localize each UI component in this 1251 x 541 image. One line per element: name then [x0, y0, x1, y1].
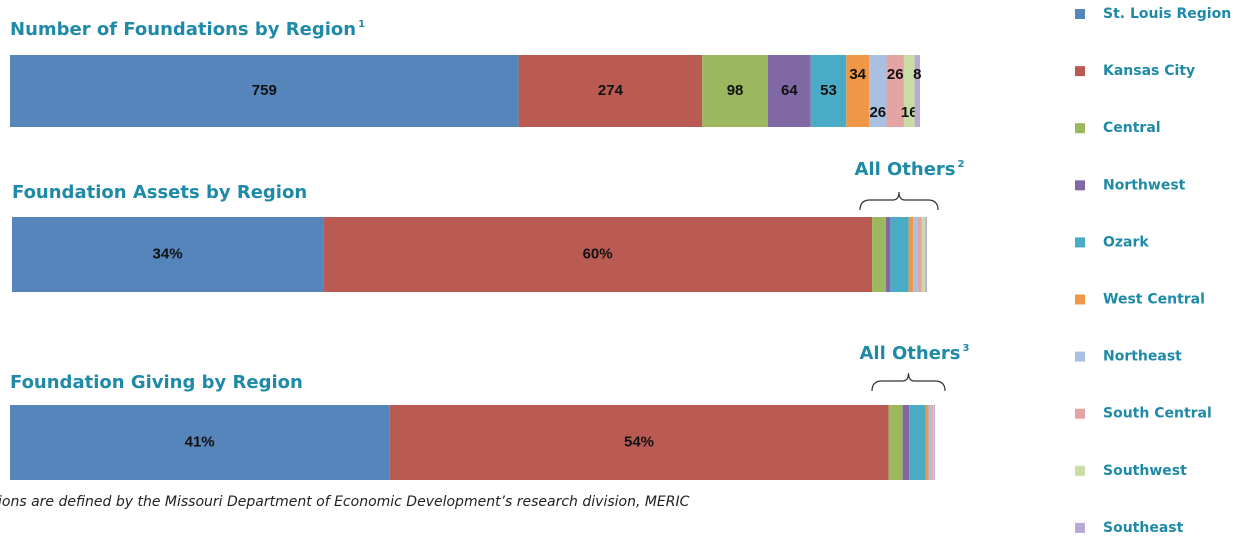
- data-label: 16: [901, 104, 918, 121]
- legend-swatch: [1075, 123, 1085, 134]
- bar-segment: [902, 405, 910, 480]
- bar-segment: [869, 55, 887, 127]
- data-label: 759: [252, 82, 277, 99]
- bar-segment: [909, 405, 926, 480]
- data-label: 34: [849, 66, 866, 83]
- bracket: [871, 372, 946, 392]
- bracket: [859, 191, 939, 211]
- bar-segment: [702, 55, 768, 127]
- legend-label: Northwest: [1103, 177, 1186, 193]
- data-label: 26: [869, 104, 886, 121]
- annotation: All Others: [859, 343, 960, 364]
- bar-segment: [890, 217, 909, 292]
- legend-label: Ozark: [1103, 234, 1149, 250]
- bar-segment: [908, 217, 914, 292]
- bar-segment: [925, 405, 929, 480]
- data-label: 98: [727, 82, 744, 99]
- bar-segment: [933, 405, 935, 480]
- chart-title: Number of Foundations by Region: [10, 19, 356, 40]
- data-label: 274: [598, 82, 624, 99]
- legend-swatch: [1075, 9, 1085, 19]
- bar-segment: [518, 55, 703, 127]
- bar-segment: [872, 217, 886, 292]
- legend-swatch: [1075, 237, 1085, 248]
- annotation: All Others: [854, 159, 955, 180]
- bar-segment: [925, 217, 927, 292]
- bar-segment: [917, 217, 922, 292]
- bar-segment: [921, 217, 926, 292]
- legend-swatch: [1075, 465, 1085, 476]
- legend-label: Northeast: [1103, 349, 1182, 365]
- bar-segment: [928, 405, 932, 480]
- legend-label: Central: [1103, 120, 1161, 136]
- annotation-note: 3: [963, 343, 970, 354]
- legend-swatch: [1075, 522, 1085, 533]
- legend-swatch: [1075, 180, 1085, 191]
- data-label: 60%: [583, 245, 613, 262]
- title-note: 1: [358, 19, 365, 30]
- bar-segment: [10, 405, 390, 480]
- bar-segment: [885, 217, 891, 292]
- data-label: 64: [781, 82, 798, 99]
- bar-segment: [934, 405, 935, 480]
- legend-swatch: [1075, 408, 1085, 419]
- legend-swatch: [1075, 66, 1085, 77]
- bar-segment: [914, 55, 920, 127]
- bar-segment: [323, 217, 873, 292]
- legend-label: Southwest: [1103, 463, 1187, 479]
- bar-segment: [12, 217, 324, 292]
- bar-segment: [888, 405, 903, 480]
- legend-label: Kansas City: [1103, 63, 1195, 79]
- bar-segment: [886, 55, 904, 127]
- bar-segment: [10, 55, 519, 127]
- legend-swatch: [1075, 294, 1085, 305]
- legend-label: Southeast: [1103, 520, 1184, 536]
- legend-label: St. Louis Region: [1103, 6, 1231, 22]
- data-label: 53: [820, 82, 837, 99]
- bar-segment: [810, 55, 847, 127]
- bar-segment: [846, 55, 870, 127]
- annotation-note: 2: [958, 159, 965, 170]
- data-label: 54%: [624, 433, 654, 450]
- bar-segment: [913, 217, 918, 292]
- footnote: ions are defined by the Missouri Departm…: [0, 494, 690, 510]
- legend-label: South Central: [1103, 406, 1212, 422]
- data-label: 34%: [153, 245, 183, 262]
- chart-title: Foundation Assets by Region: [12, 182, 307, 203]
- bar-segment: [931, 405, 934, 480]
- data-label: 26: [887, 66, 904, 83]
- bar-segment: [903, 55, 915, 127]
- bar-segment: [767, 55, 811, 127]
- bar-segment: [389, 405, 889, 480]
- data-label: 8: [913, 66, 921, 83]
- legend-label: West Central: [1103, 292, 1205, 308]
- chart-title: Foundation Giving by Region: [10, 372, 303, 393]
- data-label: 41%: [185, 433, 215, 450]
- legend-swatch: [1075, 351, 1085, 362]
